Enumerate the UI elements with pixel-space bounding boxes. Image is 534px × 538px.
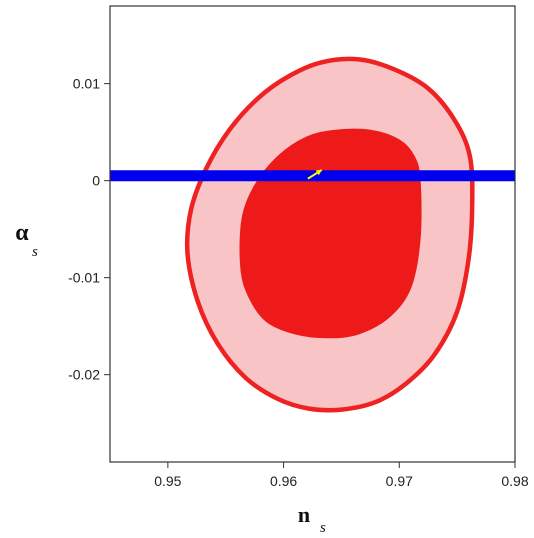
y-axis-subscript: s bbox=[32, 244, 38, 260]
x-tick-label: 0.95 bbox=[154, 473, 181, 489]
plot-area bbox=[109, 5, 516, 463]
y-tick-label: -0.02 bbox=[68, 367, 100, 383]
y-axis-symbol: α bbox=[15, 220, 29, 246]
x-axis-subscript: s bbox=[320, 520, 326, 536]
confidence-regions bbox=[184, 56, 475, 413]
y-axis-title: α s bbox=[15, 220, 38, 260]
x-axis-symbol: n bbox=[298, 502, 310, 527]
model-arrow bbox=[307, 169, 323, 180]
y-axis-ticks: 0.01 0 -0.01 -0.02 bbox=[68, 76, 110, 383]
x-axis-ticks: 0.95 0.96 0.97 0.98 bbox=[154, 462, 529, 489]
x-axis-title: n s bbox=[298, 502, 326, 536]
y-tick-label: 0.01 bbox=[73, 76, 100, 92]
arrow-head bbox=[315, 169, 322, 176]
x-tick-label: 0.98 bbox=[501, 473, 528, 489]
x-tick-label: 0.96 bbox=[270, 473, 297, 489]
x-tick-label: 0.97 bbox=[386, 473, 413, 489]
y-tick-label: -0.01 bbox=[68, 270, 100, 286]
plot-frame bbox=[109, 5, 516, 463]
y-tick-label: 0 bbox=[92, 173, 100, 189]
inner-region bbox=[239, 128, 422, 339]
